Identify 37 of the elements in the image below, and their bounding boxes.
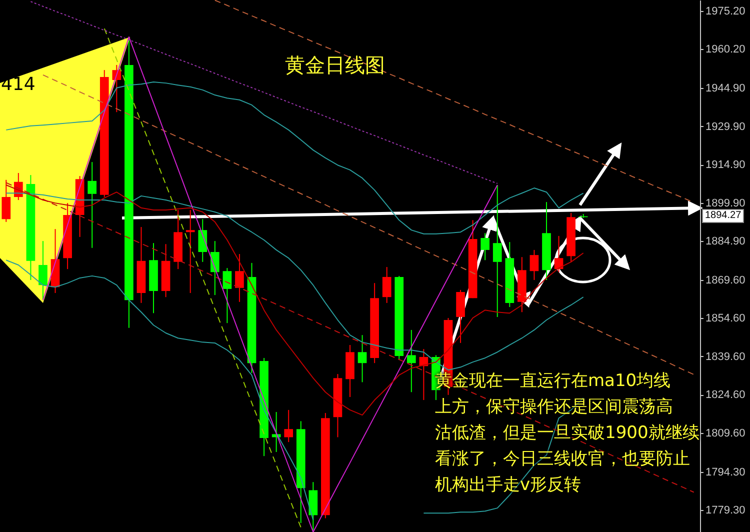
y-tick-label: 1899.90 — [706, 197, 746, 210]
y-tick-label: 1960.20 — [706, 44, 746, 56]
candlestick — [406, 329, 416, 393]
candlestick — [530, 249, 539, 281]
annotation: 上方，保守操作还是区间震荡高 — [435, 396, 673, 419]
candlestick — [88, 162, 97, 248]
y-tick-label: 1944.90 — [706, 82, 746, 95]
candlestick — [554, 235, 564, 273]
y-tick-label: 1854.60 — [706, 312, 746, 325]
candlestick — [382, 266, 392, 304]
text: 1894.27 — [702, 209, 744, 223]
candlestick — [210, 240, 220, 296]
candlestick — [358, 334, 367, 383]
candlestick — [480, 232, 490, 261]
y-tick-label: 1914.90 — [706, 159, 746, 172]
y-tick-label: 1929.90 — [706, 120, 746, 133]
candlestick — [198, 218, 208, 262]
candlestick — [2, 179, 11, 222]
y-tick-label: 1779.30 — [706, 504, 746, 517]
candlestick — [38, 240, 48, 300]
y-tick-label: 1824.60 — [706, 389, 746, 402]
y-tick-label: 1884.90 — [706, 236, 746, 248]
y-tick-label: 1975.20 — [706, 5, 746, 18]
y-tick-label: 1809.60 — [706, 427, 746, 440]
candlestick — [284, 409, 294, 443]
annotation: 黄金现在一直运行在ma10均线 — [435, 370, 671, 393]
y-tick-label: 1839.60 — [706, 350, 746, 363]
candlestick — [112, 64, 122, 113]
candlestick — [222, 268, 232, 324]
annotation: 机构出手走v形反转 — [435, 474, 582, 497]
candlestick — [235, 254, 244, 302]
candlestick — [186, 209, 195, 294]
text: 黄金日线图 — [285, 52, 385, 79]
y-tick-label: 1794.30 — [706, 466, 746, 478]
annotation: 看涨了，今日三线收官，也要防止 — [435, 448, 690, 471]
y-tick-label: 1869.60 — [706, 274, 746, 287]
candlestick — [492, 184, 502, 318]
